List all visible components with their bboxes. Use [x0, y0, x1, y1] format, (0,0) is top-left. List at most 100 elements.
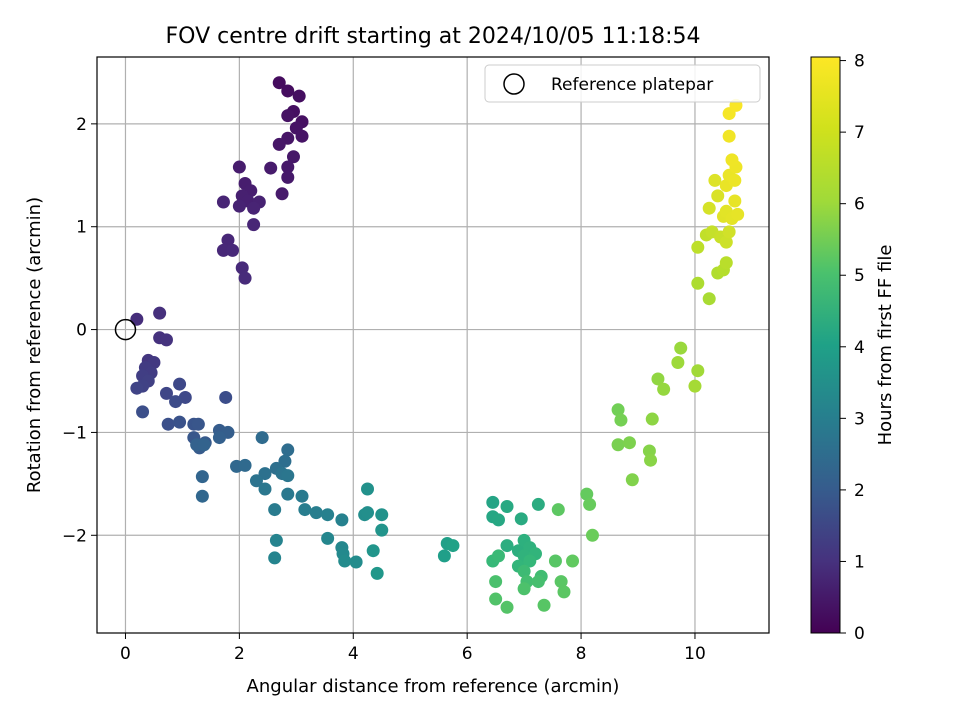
data-point [537, 598, 551, 612]
data-point [370, 566, 384, 580]
x-tick-label: 10 [684, 644, 706, 664]
data-point [728, 194, 742, 208]
data-point [702, 292, 716, 306]
data-point [644, 453, 658, 467]
data-point [195, 470, 209, 484]
data-point [191, 417, 205, 431]
data-point [361, 482, 375, 496]
legend: Reference platepar [484, 64, 761, 103]
data-point [500, 600, 514, 614]
data-point [614, 413, 628, 427]
data-point [489, 575, 503, 589]
data-point [247, 218, 261, 232]
colorbar-tick-label: 6 [854, 195, 865, 215]
plot-frame [96, 56, 770, 634]
data-point [292, 89, 306, 103]
data-point [130, 312, 144, 326]
data-point [580, 487, 594, 501]
data-point [197, 438, 211, 452]
data-point [136, 405, 150, 419]
colorbar-gradient [810, 56, 841, 634]
legend-entry-label: Reference platepar [551, 75, 713, 95]
data-point [173, 415, 187, 429]
data-point [159, 333, 173, 347]
data-point [272, 76, 286, 90]
data-point [725, 153, 739, 167]
data-point [295, 129, 309, 143]
data-point [691, 276, 705, 290]
data-point [321, 508, 335, 522]
data-point [268, 503, 282, 517]
colorbar-tick-label: 0 [854, 624, 865, 644]
data-point [719, 256, 733, 270]
data-point [691, 364, 705, 378]
legend-box [484, 64, 761, 103]
data-point [272, 137, 286, 151]
data-point [491, 513, 505, 527]
data-point [278, 454, 292, 468]
data-point [159, 386, 173, 400]
colorbar-ticks: 0 1 2 3 4 5 6 7 8 [840, 52, 865, 644]
data-point [173, 377, 187, 391]
data-point [708, 173, 722, 187]
data-point [366, 544, 380, 558]
data-point [554, 575, 568, 589]
colorbar-tick-label: 1 [854, 552, 865, 572]
data-point [298, 503, 312, 517]
data-point [295, 489, 309, 503]
data-point [375, 523, 389, 537]
data-point [153, 306, 167, 320]
data-point [722, 129, 736, 143]
data-point [309, 506, 323, 520]
data-point [375, 508, 389, 522]
data-point [281, 469, 295, 483]
data-point [728, 173, 742, 187]
data-point [361, 506, 375, 520]
data-point [671, 355, 685, 369]
data-point [517, 564, 531, 578]
y-axis-ticks: −2 −1 0 1 2 [62, 115, 97, 546]
data-point [583, 497, 597, 511]
data-point [446, 539, 460, 553]
reference-marker-group [114, 318, 137, 341]
colorbar: 0 1 2 3 4 5 6 7 8 Hours from first FF file [810, 52, 896, 644]
data-point [281, 487, 295, 501]
x-tick-label: 2 [234, 644, 245, 664]
grid-lines [97, 57, 769, 633]
data-point [500, 499, 514, 513]
data-point [161, 417, 175, 431]
data-point [269, 533, 283, 547]
x-tick-label: 0 [120, 644, 131, 664]
colorbar-tick-label: 4 [854, 338, 865, 358]
data-point [566, 554, 580, 568]
data-point [232, 199, 246, 213]
data-point [349, 555, 363, 569]
data-point [611, 403, 625, 417]
data-point [500, 539, 514, 553]
data-point [523, 554, 537, 568]
colorbar-tick-label: 3 [854, 409, 865, 429]
data-point [338, 554, 352, 568]
data-point [286, 150, 300, 164]
data-point [281, 170, 295, 184]
data-point [531, 497, 545, 511]
data-point [195, 489, 209, 503]
data-point [235, 261, 249, 275]
data-point [702, 201, 716, 215]
data-point [611, 438, 625, 452]
data-point [688, 379, 702, 393]
data-point [226, 243, 240, 257]
x-tick-label: 4 [348, 644, 359, 664]
data-point [625, 473, 639, 487]
y-axis-label: Rotation from reference (arcmin) [24, 197, 45, 493]
data-point [212, 431, 226, 445]
data-point [531, 575, 545, 589]
data-point [268, 551, 282, 565]
data-point [281, 84, 295, 98]
data-point [130, 381, 144, 395]
data-point [731, 207, 745, 221]
data-point [437, 549, 451, 563]
data-point [221, 233, 235, 247]
